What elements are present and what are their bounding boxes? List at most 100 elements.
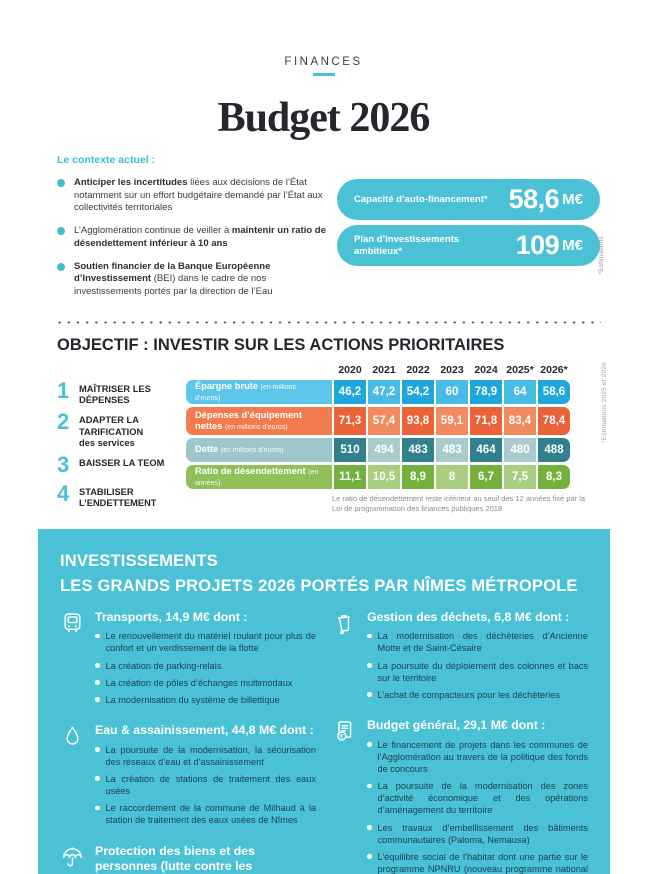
bullet-dot-icon [95,680,100,685]
goal-number: 2 [57,408,70,434]
table-row-epargne-brute: Épargne brute (en millions d’euros) 46,2… [186,379,597,404]
list-item: Les travaux d’embellissement des bâtimen… [367,822,588,846]
table-side-note: *Estimations 2025 et 2026 [601,362,608,443]
document-euro-icon: € [332,718,358,874]
list-item: La modernisation des déchèteries d’Ancie… [367,630,588,654]
section-gestion-dechets: Gestion des déchets, 6,8 M€ dont : La mo… [332,610,588,706]
table-row-dette: Dette (en millions d’euros) 510 494 483 … [186,437,597,462]
bullet-dot-icon [57,179,65,187]
context-bullet: L’Agglomération continue de veiller à ma… [57,225,335,250]
section-transports: Transports, 14,9 M€ dont : Le renouvelle… [60,610,316,711]
section-body: Budget général, 29,1 M€ dont : Le financ… [367,718,588,874]
section-body: Protection des biens et des personnes (l… [95,844,316,874]
svg-text:€: € [340,733,344,740]
bullet-dot-icon [95,697,100,702]
section-protection-inondations: Protection des biens et des personnes (l… [60,844,316,874]
section-title: Protection des biens et des personnes (l… [95,843,255,874]
bullet-dot-icon [95,747,100,752]
context-heading: Le contexte actuel : [57,154,156,166]
kpi-value: 58,6 [508,184,560,214]
table-cell: 71,8 [470,406,502,435]
context-column: Le contexte actuel : Anticiper les incer… [57,154,335,309]
investments-left-column: Transports, 14,9 M€ dont : Le renouvelle… [60,610,316,874]
year-header: 2025* [506,363,534,376]
table-cell: 58,6 [538,379,570,404]
table-cell: 57,4 [368,406,400,435]
table-cell: 11,1 [334,464,366,489]
list-item: La poursuite du déploiement des colonnes… [367,660,588,684]
section-title: Eau & assainissement, 44,8 M€ dont : [95,722,314,737]
kpi-side-note: *Estimations [598,236,605,275]
table-row-ratio-desendettement: Ratio de désendettement (en années) 11,1… [186,464,597,489]
section-title: Gestion des déchets, 6,8 M€ dont : [367,609,570,624]
finance-table: 2020 2021 2022 2023 2024 2025* 2026* Épa… [186,364,597,515]
bullet-dot-icon [95,805,100,811]
tram-icon [60,610,86,711]
year-header-row: 2020 2021 2022 2023 2024 2025* 2026* [332,364,597,376]
list-item: La création de parking-relais [95,660,316,672]
investments-section: INVESTISSEMENTS LES GRANDS PROJETS 2026 … [38,529,610,874]
kicker-underline [312,73,335,76]
umbrella-icon [60,844,86,874]
table-cell: 78,9 [470,379,502,404]
year-header: 2026* [540,363,568,376]
bullet-dot-icon [57,227,65,236]
table-row-depenses-equipement: Dépenses d’équipement nettes (en million… [186,406,597,435]
context-bullet-text: Soutien financier de la Banque Européenn… [74,260,273,298]
list-item: Le raccordement de la commune de Milhaud… [95,802,316,826]
list-item: La poursuite de la modernisation des zon… [367,780,588,816]
goal-label: ADAPTER LA TARIFICATION des services [79,414,144,449]
section-budget-general: € Budget général, 29,1 M€ dont : Le fina… [332,718,588,874]
bullet-dot-icon [367,692,372,697]
table-cell: 64 [504,379,536,404]
table-cell: 46,2 [334,379,366,404]
investments-right-column: Gestion des déchets, 6,8 M€ dont : La mo… [332,610,588,874]
table-cell: 78,4 [538,406,570,435]
list-item: La création de stations de traitement de… [95,773,316,797]
year-header: 2022 [406,363,430,376]
bullet-dot-icon [95,663,100,668]
table-cell: 6,7 [470,464,502,489]
table-cell: 8,9 [402,464,434,489]
table-cell: 54,2 [402,379,434,404]
table-cell: 59,1 [436,406,468,435]
kpi-label: Plan d’investissements ambitieux* [354,234,460,257]
bullet-dot-icon [367,742,372,747]
page-kicker: FINANCES [284,56,363,68]
table-cell: 93,8 [402,406,434,435]
bullet-dot-icon [57,262,65,271]
table-cell: 483 [436,437,468,462]
bullet-dot-icon [95,776,100,781]
priorities-table-area: 1 MAÎTRISER LES DÉPENSES 2 ADAPTER LA TA… [57,364,597,515]
kpi-unit: M€ [562,191,583,208]
goal-number: 4 [57,480,70,506]
section-body: Eau & assainissement, 44,8 M€ dont : La … [95,723,316,832]
goal-number: 3 [57,451,70,477]
objectif-heading: OBJECTIF : INVESTIR SUR LES ACTIONS PRIO… [57,335,505,354]
table-cell: 8,3 [538,464,570,489]
kpi-investment-plan: Plan d’investissements ambitieux* 109 M€ [337,225,600,266]
table-cell: 464 [470,437,502,462]
context-bullet: Anticiper les incertitudes liées aux déc… [57,177,335,215]
bullet-dot-icon [367,663,372,668]
water-drop-icon [60,723,86,832]
section-eau-assainissement: Eau & assainissement, 44,8 M€ dont : La … [60,723,316,832]
table-cell: 71,3 [334,406,366,435]
row-label: Épargne brute (en millions d’euros) [186,379,332,404]
table-cell: 510 [334,437,366,462]
table-cell: 480 [504,437,536,462]
list-item: La création de pôles d’échanges multimod… [95,677,316,689]
table-cell: 47,2 [368,379,400,404]
table-cell: 10,5 [368,464,400,489]
table-cell: 488 [538,437,570,462]
bullet-dot-icon [95,633,100,639]
kpi-column: Capacité d’auto-financement* 58,6 M€ Pla… [337,154,600,309]
row-label: Dette (en millions d’euros) [186,437,332,462]
list-item: Le financement de projets dans les commu… [367,739,588,775]
row-label: Ratio de désendettement (en années) [186,464,332,489]
context-bullet: Soutien financier de la Banque Européenn… [57,261,335,299]
investments-heading: INVESTISSEMENTS LES GRANDS PROJETS 2026 … [60,549,588,599]
bullet-dot-icon [367,633,372,639]
list-item: L’achat de compacteurs pour les déchèter… [367,689,588,701]
table-cell: 60 [436,379,468,404]
